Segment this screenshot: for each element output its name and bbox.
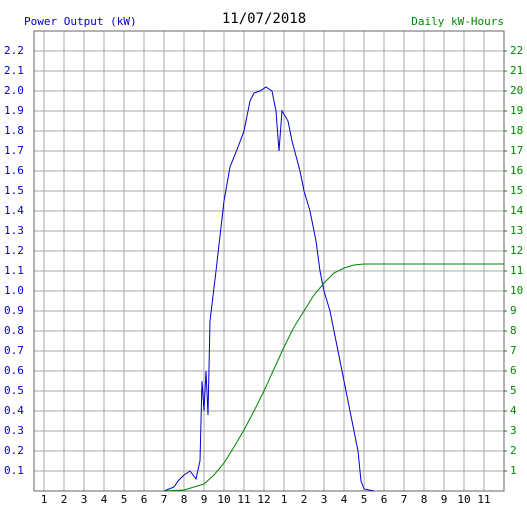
x-tick-label: 6 xyxy=(381,493,388,506)
y-tick-label: 0.9 xyxy=(4,304,24,317)
y2-tick-label: 4 xyxy=(510,404,517,417)
x-tick-label: 1 xyxy=(41,493,48,506)
y2-tick-label: 5 xyxy=(510,384,517,397)
x-tick-label: 4 xyxy=(101,493,108,506)
y2-tick-label: 9 xyxy=(510,304,517,317)
x-tick-label: 8 xyxy=(421,493,428,506)
y2-tick-label: 19 xyxy=(510,104,523,117)
plot-frame xyxy=(33,30,505,492)
y-tick-label: 0.1 xyxy=(4,464,24,477)
y2-tick-label: 21 xyxy=(510,64,523,77)
y2-tick-label: 12 xyxy=(510,244,523,257)
x-tick-label: 4 xyxy=(341,493,348,506)
x-tick-label: 2 xyxy=(301,493,308,506)
x-tick-label: 2 xyxy=(61,493,68,506)
x-tick-label: 3 xyxy=(81,493,88,506)
x-tick-label: 3 xyxy=(321,493,328,506)
y2-tick-label: 22 xyxy=(510,44,523,57)
y2-tick-label: 13 xyxy=(510,224,523,237)
y-tick-label: 1.6 xyxy=(4,164,24,177)
y2-tick-label: 20 xyxy=(510,84,523,97)
y2-tick-label: 7 xyxy=(510,344,517,357)
y2-tick-label: 18 xyxy=(510,124,523,137)
x-tick-label: 10 xyxy=(457,493,470,506)
y-tick-label: 0.3 xyxy=(4,424,24,437)
chart-title: 11/07/2018 xyxy=(222,11,306,27)
y2-tick-label: 15 xyxy=(510,184,523,197)
series-line xyxy=(163,86,375,492)
y2-tick-label: 14 xyxy=(510,204,524,217)
y2-tick-label: 10 xyxy=(510,284,523,297)
y2-tick-label: 17 xyxy=(510,144,523,157)
x-tick-label: 1 xyxy=(281,493,288,506)
x-tick-label: 9 xyxy=(201,493,208,506)
x-tick-label: 6 xyxy=(141,493,148,506)
x-tick-label: 11 xyxy=(237,493,250,506)
y-tick-label: 0.6 xyxy=(4,364,24,377)
y-tick-label: 1.8 xyxy=(4,124,24,137)
y-tick-label: 0.4 xyxy=(4,404,24,417)
y-tick-label: 0.5 xyxy=(4,384,24,397)
y2-axis-label: Daily kW-Hours xyxy=(411,15,504,28)
y2-tick-label: 16 xyxy=(510,164,523,177)
x-tick-label: 5 xyxy=(361,493,368,506)
y-tick-label: 2.0 xyxy=(4,84,24,97)
y-tick-label: 2.2 xyxy=(4,44,24,57)
y-tick-label: 1.4 xyxy=(4,204,24,217)
x-tick-label: 7 xyxy=(401,493,408,506)
y2-tick-label: 11 xyxy=(510,264,523,277)
y2-tick-label: 3 xyxy=(510,424,517,437)
y-tick-label: 1.1 xyxy=(4,264,24,277)
y-tick-label: 1.7 xyxy=(4,144,24,157)
y2-tick-label: 2 xyxy=(510,444,517,457)
y2-tick-label: 1 xyxy=(510,464,517,477)
series-line xyxy=(163,263,504,492)
y-tick-label: 1.9 xyxy=(4,104,24,117)
y-tick-label: 0.8 xyxy=(4,324,24,337)
y-tick-label: 0.7 xyxy=(4,344,24,357)
y-tick-label: 1.2 xyxy=(4,244,24,257)
x-tick-label: 7 xyxy=(161,493,168,506)
y-tick-label: 1.0 xyxy=(4,284,24,297)
x-tick-label: 10 xyxy=(217,493,230,506)
y-tick-label: 0.2 xyxy=(4,444,24,457)
x-tick-label: 8 xyxy=(181,493,188,506)
x-tick-label: 9 xyxy=(441,493,448,506)
y2-tick-label: 6 xyxy=(510,364,517,377)
y2-tick-label: 8 xyxy=(510,324,517,337)
y-tick-label: 1.3 xyxy=(4,224,24,237)
y-axis-label: Power Output (kW) xyxy=(24,15,137,28)
y-tick-label: 1.5 xyxy=(4,184,24,197)
x-tick-label: 5 xyxy=(121,493,128,506)
y-tick-label: 2.1 xyxy=(4,64,24,77)
x-tick-label: 11 xyxy=(477,493,490,506)
x-tick-label: 12 xyxy=(257,493,270,506)
